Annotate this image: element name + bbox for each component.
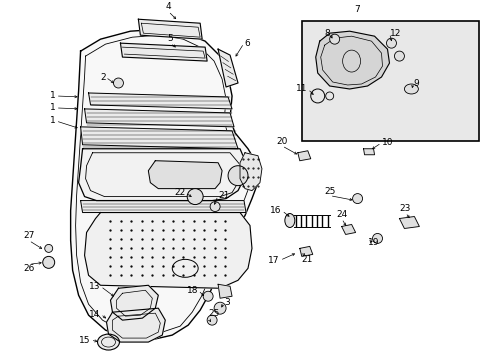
Circle shape: [227, 166, 247, 186]
Text: 1: 1: [50, 91, 56, 100]
Circle shape: [42, 256, 55, 268]
Text: 12: 12: [388, 29, 400, 38]
Text: 17: 17: [268, 256, 279, 265]
Circle shape: [329, 34, 339, 44]
Polygon shape: [240, 153, 262, 190]
Circle shape: [352, 194, 362, 203]
Circle shape: [44, 244, 53, 252]
Polygon shape: [299, 246, 312, 256]
Circle shape: [386, 38, 396, 48]
Text: 1: 1: [50, 116, 56, 125]
Ellipse shape: [285, 213, 294, 228]
Text: 25: 25: [324, 186, 335, 195]
Text: 1: 1: [50, 103, 56, 112]
Text: 22: 22: [174, 188, 185, 197]
Polygon shape: [297, 151, 310, 161]
Text: 4: 4: [165, 2, 171, 11]
Circle shape: [203, 291, 213, 301]
Polygon shape: [148, 161, 222, 189]
Polygon shape: [84, 109, 234, 127]
Text: 23: 23: [399, 203, 410, 212]
Text: 8: 8: [323, 29, 329, 38]
Polygon shape: [110, 285, 158, 320]
Polygon shape: [84, 212, 251, 288]
Text: 2: 2: [100, 72, 105, 81]
Text: 11: 11: [296, 85, 307, 94]
Text: 9: 9: [412, 78, 418, 87]
Circle shape: [372, 233, 382, 243]
Circle shape: [210, 202, 220, 212]
Polygon shape: [315, 31, 388, 89]
Circle shape: [214, 302, 225, 314]
Text: 20: 20: [276, 137, 287, 146]
Text: 15: 15: [79, 336, 90, 345]
Ellipse shape: [404, 84, 418, 94]
Polygon shape: [70, 29, 258, 340]
Circle shape: [113, 78, 123, 88]
Circle shape: [187, 189, 203, 204]
Polygon shape: [363, 149, 374, 155]
Polygon shape: [399, 216, 419, 229]
Polygon shape: [218, 49, 238, 87]
Polygon shape: [218, 284, 232, 298]
Polygon shape: [120, 43, 207, 61]
Polygon shape: [106, 308, 165, 342]
Text: 21: 21: [218, 191, 229, 200]
Text: 18: 18: [186, 286, 198, 295]
Text: 25: 25: [208, 309, 219, 318]
Text: 21: 21: [301, 255, 312, 264]
Text: 3: 3: [224, 298, 229, 307]
Text: 6: 6: [244, 39, 249, 48]
Circle shape: [207, 315, 217, 325]
Polygon shape: [88, 93, 232, 109]
Polygon shape: [138, 19, 202, 39]
Polygon shape: [81, 127, 238, 149]
Text: 24: 24: [335, 210, 346, 219]
Text: 19: 19: [367, 238, 378, 247]
Text: 10: 10: [381, 138, 392, 147]
Text: 16: 16: [270, 206, 281, 215]
Text: 14: 14: [89, 310, 101, 319]
Polygon shape: [81, 201, 245, 212]
Text: 7: 7: [354, 5, 360, 14]
Text: 13: 13: [89, 282, 101, 291]
Polygon shape: [341, 225, 355, 234]
Text: 27: 27: [23, 231, 34, 240]
Text: 26: 26: [23, 264, 34, 273]
Ellipse shape: [97, 334, 119, 350]
Polygon shape: [79, 149, 245, 201]
Circle shape: [394, 51, 404, 61]
Bar: [301, 21, 478, 141]
Text: 5: 5: [167, 34, 173, 43]
